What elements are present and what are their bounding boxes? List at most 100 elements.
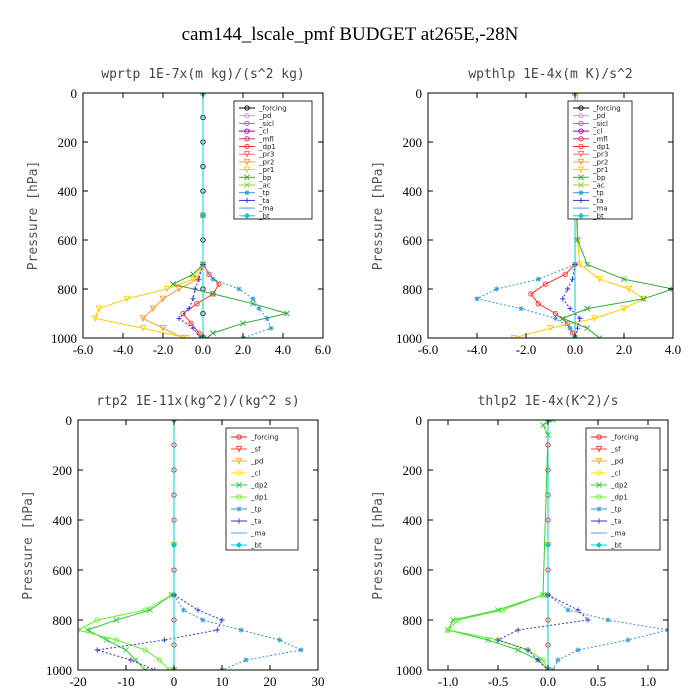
- panel-3-series-bt-point: [170, 541, 178, 549]
- panel-4-legend-entry-bt-marker: [595, 541, 603, 549]
- panel-2-y-tick-label: 800: [403, 282, 423, 297]
- panel-2-series-dp1-point: [562, 271, 568, 277]
- panel-3-series-ta-point: [152, 667, 158, 670]
- panel-2-legend-entry-ta-label: _ta: [592, 197, 604, 205]
- panel-2-legend-entry-mfl-label: _mfl: [592, 135, 608, 143]
- panel-1-series-pr1-line: [94, 264, 204, 338]
- panel-1-series-dp1-point: [194, 301, 200, 307]
- panel-1-legend: _forcing_pd_sicl_cl_mfl_dp1_pr3_pr2_pr1_…: [233, 100, 313, 220]
- panel-3-series-tp-point: [181, 607, 187, 613]
- panel-4-series-dp1-point: [540, 592, 546, 598]
- panel-1-series-ta-line: [178, 264, 204, 338]
- panel-3-y-tick-label: 200: [53, 463, 73, 478]
- panel-1-series-pr1-point: [163, 285, 171, 293]
- panel-4-series-dp1-point: [540, 657, 546, 663]
- panel-3-legend-entry-ma-label: _ma: [250, 530, 266, 538]
- panel-1-series-pr1-point: [123, 295, 131, 303]
- panel-3-series-dp1-point: [113, 637, 120, 643]
- panel-3-legend-entry-forcing-marker: [236, 434, 242, 440]
- panel-2-legend-entry-bp-marker: [578, 174, 584, 181]
- panel-1-series-bp-point: [210, 330, 216, 337]
- panel-2-legend-entry-bt-label: _bt: [592, 212, 604, 220]
- panel-4-legend-entry-forcing-marker: [596, 434, 602, 440]
- panel-2-legend-entry-pr2-marker: [577, 158, 585, 166]
- panel-2-legend-entry-tp-label: _tp: [592, 189, 604, 197]
- panel-1-series-dp1-point: [188, 320, 194, 326]
- panel-2-series-pr1-point: [620, 305, 628, 313]
- panel-2-series-dp1-point: [565, 320, 571, 326]
- panel-1-legend-entry-tp-label: _tp: [258, 189, 270, 197]
- panel-3-legend-entry-bt-label: _bt: [250, 542, 262, 550]
- panel-1-series-tp-line: [202, 264, 272, 338]
- panel-3-series-tp-point: [277, 637, 283, 643]
- panel-4-series-dp2-line: [447, 420, 554, 670]
- panel-3-series-dp2-point: [132, 657, 139, 663]
- panel-3-series-tp-line: [173, 594, 303, 670]
- panel-4-legend-entry-sf-label: _sf: [610, 446, 621, 454]
- panel-3-legend-entry-dp1-marker: [236, 494, 242, 500]
- panel-3-y-tick-label: 1000: [46, 663, 72, 678]
- panel-1-y-tick-label: 0: [71, 86, 78, 101]
- panel-3-x-tick-label: 20: [264, 674, 277, 689]
- panel-4-legend-entry-dp2-label: _dp2: [610, 482, 628, 490]
- panel-1-series-bp-point: [284, 310, 290, 317]
- panel-4-legend-entry-ta-marker: [596, 518, 602, 524]
- panel-2-title: wpthlp 1E-4x(m K)/s^2: [468, 67, 632, 82]
- panel-1-legend-entry-ta-label: _ta: [258, 197, 270, 205]
- panel-1-series-pr2-point: [175, 285, 183, 293]
- panel-1-legend-entry-forcing-label: _forcing: [258, 105, 287, 113]
- panel-2-legend-entry-dp1-label: _dp1: [592, 143, 610, 151]
- panel-2-legend-entry-forcing-label: _forcing: [592, 105, 621, 113]
- panel-2-y-axis-label: Pressure [hPa]: [371, 161, 386, 271]
- panel-3-series-dp2-point: [113, 617, 120, 623]
- panel-2-series-tp-point: [494, 286, 500, 292]
- panel-2-legend-entry-ac-marker: [578, 182, 584, 188]
- panel-1-series-pr2-point: [149, 305, 157, 313]
- panel-1-title: wprtp 1E-7x(m kg)/(s^2 kg): [101, 67, 305, 82]
- panel-3-series-tp-point: [298, 647, 304, 653]
- panel-3-y-tick-label: 400: [53, 513, 73, 528]
- panel-3-x-tick-label: -10: [117, 674, 134, 689]
- panel-1-series-ta-point: [190, 296, 196, 302]
- panel-3-legend-entry-ta-label: _ta: [250, 518, 262, 526]
- panel-1-x-tick-label: -2.0: [153, 342, 174, 357]
- panel-1-x-tick-label: 0.0: [195, 342, 211, 357]
- panel-3-legend: _forcing _sf _pd _cl _dp2 _dp1 _tp _ta _ma _bt: [225, 427, 299, 551]
- panel-1-series-bp-point: [240, 320, 246, 327]
- panel-4-x-tick-label: 0.5: [590, 674, 606, 689]
- panel-1-x-tick-label: 4.0: [275, 342, 291, 357]
- panel-2-legend-entry-pd-label: _pd: [592, 112, 605, 120]
- panel-2-legend-entry-tp-marker: [578, 190, 584, 196]
- panel-3-series-tp-point: [243, 657, 249, 663]
- panel-4-legend-entry-dp1-marker: [596, 494, 602, 500]
- panel-4-legend-entry-ma-label: _ma: [610, 530, 626, 538]
- panel-2-series-dp1-point: [542, 281, 549, 287]
- panel-1-y-tick-label: 400: [58, 184, 78, 199]
- panel-2-series-pr1-point: [625, 285, 633, 293]
- panel-1-y-tick-label: 1000: [51, 331, 77, 346]
- panel-3-series-ta-point: [214, 627, 220, 633]
- panel-2-legend-entry-mfl-marker: [578, 136, 584, 142]
- panel-2-series-bp-point: [574, 237, 581, 243]
- panel-2-legend-entry-pr3-label: _pr3: [592, 151, 608, 159]
- panel-2-legend-entry-cl-label: _cl: [592, 128, 602, 136]
- panel-1-legend-entry-pd-marker: [244, 113, 250, 119]
- panel-2-legend-entry-pr3-marker: [577, 151, 585, 158]
- panel-4-y-tick-label: 0: [416, 413, 423, 428]
- panel-1-series-pr1-point: [95, 305, 103, 313]
- panel-3-y-tick-label: 0: [66, 413, 73, 428]
- panel-2-series-ta-point: [574, 325, 581, 331]
- panel-4-series-tp-point: [555, 657, 561, 663]
- panel-2-series-tp-point: [552, 315, 558, 321]
- panel-4-y-tick-label: 600: [403, 563, 423, 578]
- panel-2-series-bp-point: [584, 261, 591, 268]
- panel-1-legend-entry-bt-marker: [243, 212, 251, 219]
- panel-1-y-tick-label: 800: [58, 282, 78, 297]
- panel-1-legend-entry-pr3-marker: [243, 151, 251, 158]
- panel-3: rtp2 1E-11x(kg^2)/(kg^2 s) Pressure [hPa]…: [21, 394, 325, 689]
- panel-1-legend-entry-ta-marker: [244, 197, 250, 203]
- panel-1-series-pr2-point: [159, 295, 167, 303]
- panel-4-x-tick-label: 1.0: [640, 674, 656, 689]
- panel-3-legend-entry-dp1-label: _dp1: [250, 494, 268, 502]
